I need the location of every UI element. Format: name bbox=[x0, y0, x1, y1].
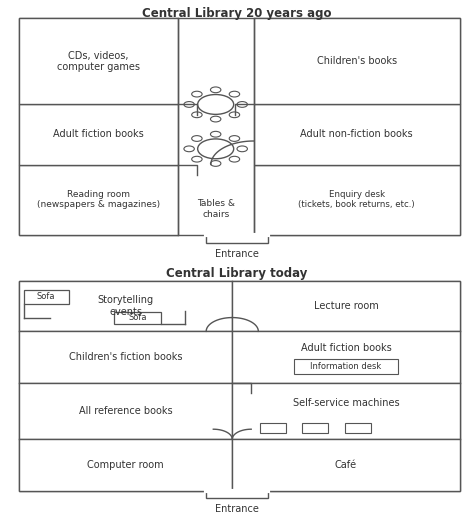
Bar bbox=[19, 439, 232, 490]
Text: Lecture room: Lecture room bbox=[314, 301, 378, 311]
Text: Tables &
chairs: Tables & chairs bbox=[197, 199, 235, 219]
Text: Café: Café bbox=[335, 460, 357, 470]
Bar bbox=[206, 235, 268, 243]
Circle shape bbox=[210, 132, 221, 137]
Circle shape bbox=[229, 91, 240, 97]
Circle shape bbox=[229, 136, 240, 141]
Bar bbox=[19, 281, 232, 331]
Bar bbox=[19, 281, 460, 490]
Circle shape bbox=[191, 156, 202, 162]
Circle shape bbox=[237, 146, 247, 152]
Text: Central Library 20 years ago: Central Library 20 years ago bbox=[142, 7, 332, 19]
Bar bbox=[19, 18, 460, 235]
Circle shape bbox=[210, 161, 221, 166]
Text: Adult fiction books: Adult fiction books bbox=[53, 130, 144, 139]
Text: Computer room: Computer room bbox=[87, 460, 164, 470]
Bar bbox=[294, 359, 398, 374]
Circle shape bbox=[191, 136, 202, 141]
Text: Children's books: Children's books bbox=[317, 56, 397, 67]
Circle shape bbox=[210, 116, 221, 122]
Circle shape bbox=[184, 146, 194, 152]
Bar bbox=[232, 331, 460, 383]
Text: Central Library today: Central Library today bbox=[166, 267, 308, 281]
Bar bbox=[19, 164, 178, 235]
Bar bbox=[19, 383, 232, 439]
Text: Enquiry desk
(tickets, book returns, etc.): Enquiry desk (tickets, book returns, etc… bbox=[298, 190, 415, 209]
Circle shape bbox=[198, 139, 234, 159]
Bar bbox=[114, 312, 161, 324]
Circle shape bbox=[184, 101, 194, 108]
Bar bbox=[232, 281, 460, 331]
Bar bbox=[259, 423, 285, 433]
Bar bbox=[19, 18, 178, 104]
Circle shape bbox=[229, 112, 240, 118]
Text: Entrance: Entrance bbox=[215, 504, 259, 512]
Bar bbox=[302, 423, 328, 433]
Text: Self-service machines: Self-service machines bbox=[293, 398, 399, 409]
Text: Children's fiction books: Children's fiction books bbox=[69, 352, 182, 362]
Text: Entrance: Entrance bbox=[215, 249, 259, 260]
Bar bbox=[24, 290, 69, 304]
Text: Information desk: Information desk bbox=[310, 362, 382, 371]
Circle shape bbox=[191, 91, 202, 97]
Circle shape bbox=[191, 112, 202, 118]
Bar bbox=[19, 331, 232, 383]
Bar bbox=[206, 490, 268, 498]
Text: All reference books: All reference books bbox=[79, 406, 173, 416]
Text: Adult non-fiction books: Adult non-fiction books bbox=[301, 130, 413, 139]
Circle shape bbox=[229, 156, 240, 162]
Bar bbox=[254, 104, 460, 164]
Bar bbox=[19, 104, 178, 164]
Circle shape bbox=[210, 87, 221, 93]
Bar bbox=[232, 383, 460, 439]
Text: Reading room
(newspapers & magazines): Reading room (newspapers & magazines) bbox=[37, 190, 160, 209]
Bar bbox=[232, 439, 460, 490]
Circle shape bbox=[237, 101, 247, 108]
Text: CDs, videos,
computer games: CDs, videos, computer games bbox=[57, 51, 140, 72]
Bar bbox=[254, 164, 460, 235]
Text: Sofa: Sofa bbox=[37, 292, 55, 302]
Text: Storytelling
events: Storytelling events bbox=[98, 295, 154, 317]
Circle shape bbox=[198, 95, 234, 114]
Text: Sofa: Sofa bbox=[128, 313, 147, 323]
Bar bbox=[254, 18, 460, 104]
Bar bbox=[345, 423, 371, 433]
Text: Adult fiction books: Adult fiction books bbox=[301, 344, 392, 353]
